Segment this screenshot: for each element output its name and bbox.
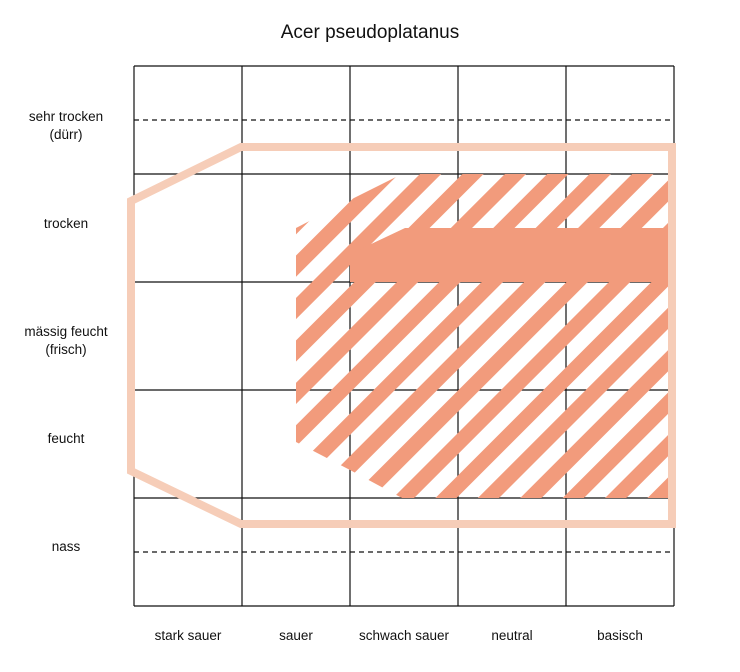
x-label-neutral: neutral	[491, 628, 533, 643]
diagram-title: Acer pseudoplatanus	[280, 22, 460, 43]
y-label-maessig-feucht: mässig feucht (frisch)	[24, 324, 108, 357]
y-label-sehr-trocken: sehr trocken (dürr)	[28, 109, 104, 142]
x-label-basisch: basisch	[597, 628, 643, 643]
y-label-nass: nass	[51, 539, 81, 554]
outer-range	[127, 143, 676, 528]
hatched-range	[296, 174, 674, 498]
x-label-schwach-sauer: schwach sauer	[358, 628, 450, 643]
optimum-band	[350, 228, 674, 282]
x-label-stark-sauer: stark sauer	[154, 628, 222, 643]
x-label-sauer: sauer	[279, 628, 313, 643]
y-label-trocken: trocken	[43, 216, 89, 231]
y-label-feucht: feucht	[47, 431, 85, 446]
